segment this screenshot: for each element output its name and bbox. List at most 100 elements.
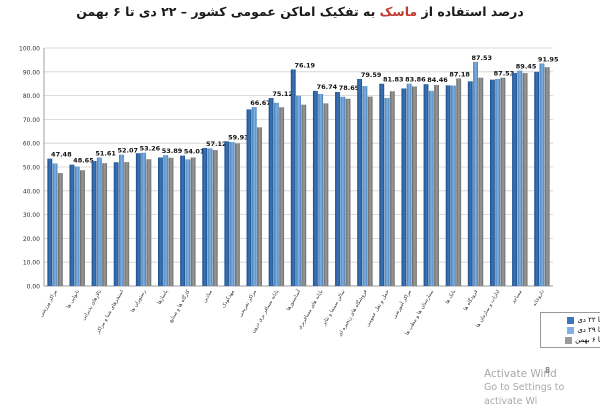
value-label: 79.59 [361,71,382,79]
chart-frame: درصد استفاده از ماسک به تفکیک اماکن عموم… [19,4,600,407]
y-tick-label: 80.00 [23,93,40,100]
bar-series-2 [340,96,346,286]
y-tick-label: 10.00 [23,260,40,267]
bar-series-2 [251,107,257,286]
legend-item: تا ۲۹ دی [544,325,600,335]
bar-series-3 [367,96,373,286]
bar-series-1 [158,157,163,286]
x-tick-label: سالن سینما و تئاتر [321,289,347,327]
value-label: 83.86 [405,76,426,84]
chart-title-highlight: ماسک [379,4,418,19]
bar-series-3 [478,77,484,287]
bar-series-2 [141,152,147,286]
legend-label: تا ۶ بهمن [575,336,600,344]
value-label: 59.93 [228,133,249,141]
bar-series-3 [102,163,108,286]
x-tick-label: مساجد [511,289,524,305]
y-tick-label: 100.00 [19,46,40,53]
bar-series-3 [234,143,240,286]
legend-label: تا ۲۹ دی [577,326,600,334]
bar-series-3 [146,159,152,286]
bar-series-2 [119,154,124,286]
bar-series-2 [450,85,456,286]
bar-series-1 [401,88,407,287]
bar-series-1 [534,71,540,286]
value-label: 53.26 [140,145,161,153]
y-tick-label: 20.00 [23,236,40,243]
bar-series-2 [318,93,324,287]
bar-series-3 [57,172,63,286]
value-label: 87.18 [449,71,470,79]
bar-series-2 [495,78,501,286]
bar-series-2 [362,86,368,286]
legend-item: تا ۶ بهمن [544,335,600,345]
value-label: 87.53 [472,54,493,62]
bar-series-2 [185,159,191,286]
bar-series-2 [296,95,301,286]
x-tick-label: مهدکودک [220,288,236,309]
y-tick-label: 70.00 [23,117,40,124]
bar-series-1 [312,90,318,286]
bar-series-2 [163,155,169,286]
bar-series-2 [384,97,390,286]
y-tick-label: 40.00 [23,188,40,195]
bar-series-1 [357,78,363,286]
x-tick-label: تالارهای پذیرایی [81,289,104,322]
y-tick-label: 60.00 [23,141,40,148]
bar-series-3 [168,157,174,286]
x-tick-label: مراکز ورزشی [38,289,58,318]
bar-series-3 [411,86,417,286]
chart-legend: تا ۲۲ دی تا ۲۹ دی تا ۶ بهمن [540,312,600,348]
y-tick-label: 50.00 [23,165,40,172]
x-tick-label: بانک ها [444,289,458,306]
bar-series-3 [124,162,130,286]
bar-series-3 [345,98,351,286]
value-label: 81.83 [383,76,404,84]
value-label: 51.61 [95,149,116,157]
value-label: 76.19 [294,61,315,69]
bar-series-3 [301,104,307,286]
bar-series-3 [212,150,218,286]
bar-series-1 [467,81,473,286]
bar-series-2 [473,61,478,286]
bar-series-1 [423,84,429,287]
bar-series-3 [389,91,395,286]
value-label: 53.89 [162,147,183,155]
bar-series-2 [428,90,434,286]
legend-swatch [565,336,573,344]
chart-title: درصد استفاده از ماسک به تفکیک اماکن عموم… [40,4,560,19]
bar-series-3 [80,170,85,286]
bar-series-2 [96,157,102,286]
bar-series-3 [190,157,196,286]
x-tick-label: میادین [202,289,214,304]
x-tick-label: آسانسورها [285,288,303,312]
bar-series-1 [512,72,517,287]
bar-series-1 [69,164,75,286]
bar-series-3 [323,103,329,287]
x-tick-label: ادارات و سازمان ها [475,289,501,329]
bar-series-1 [180,155,186,286]
bar-chart: 0.00 10.00 20.00 30.00 40.00 50.00 60.00 70.00 8… [19,46,559,338]
bar-series-1 [91,161,97,286]
x-tick-label: نانوایی ها [66,289,81,310]
value-label: 57.12 [206,140,227,148]
bar-series-1 [489,79,495,287]
x-tick-label: مراکز تفریحی [238,289,258,318]
bar-series-1 [379,83,385,286]
bar-series-2 [539,63,545,286]
bar-series-2 [273,102,279,287]
bar-series-3 [257,127,262,286]
x-tick-label: داروخانه [532,288,546,307]
value-label: 87.53 [494,70,515,78]
value-label: 76.74 [317,83,338,91]
bar-series-2 [229,142,235,286]
bar-series-1 [113,162,119,286]
bar-series-1 [290,69,296,286]
bar-series-3 [434,84,439,286]
value-label: 91.95 [538,55,559,63]
bar-series-1 [224,141,230,286]
y-tick-label: 30.00 [23,212,40,219]
bar-series-2 [74,166,80,286]
bar-series-1 [135,153,141,286]
bar-series-3 [456,78,462,286]
